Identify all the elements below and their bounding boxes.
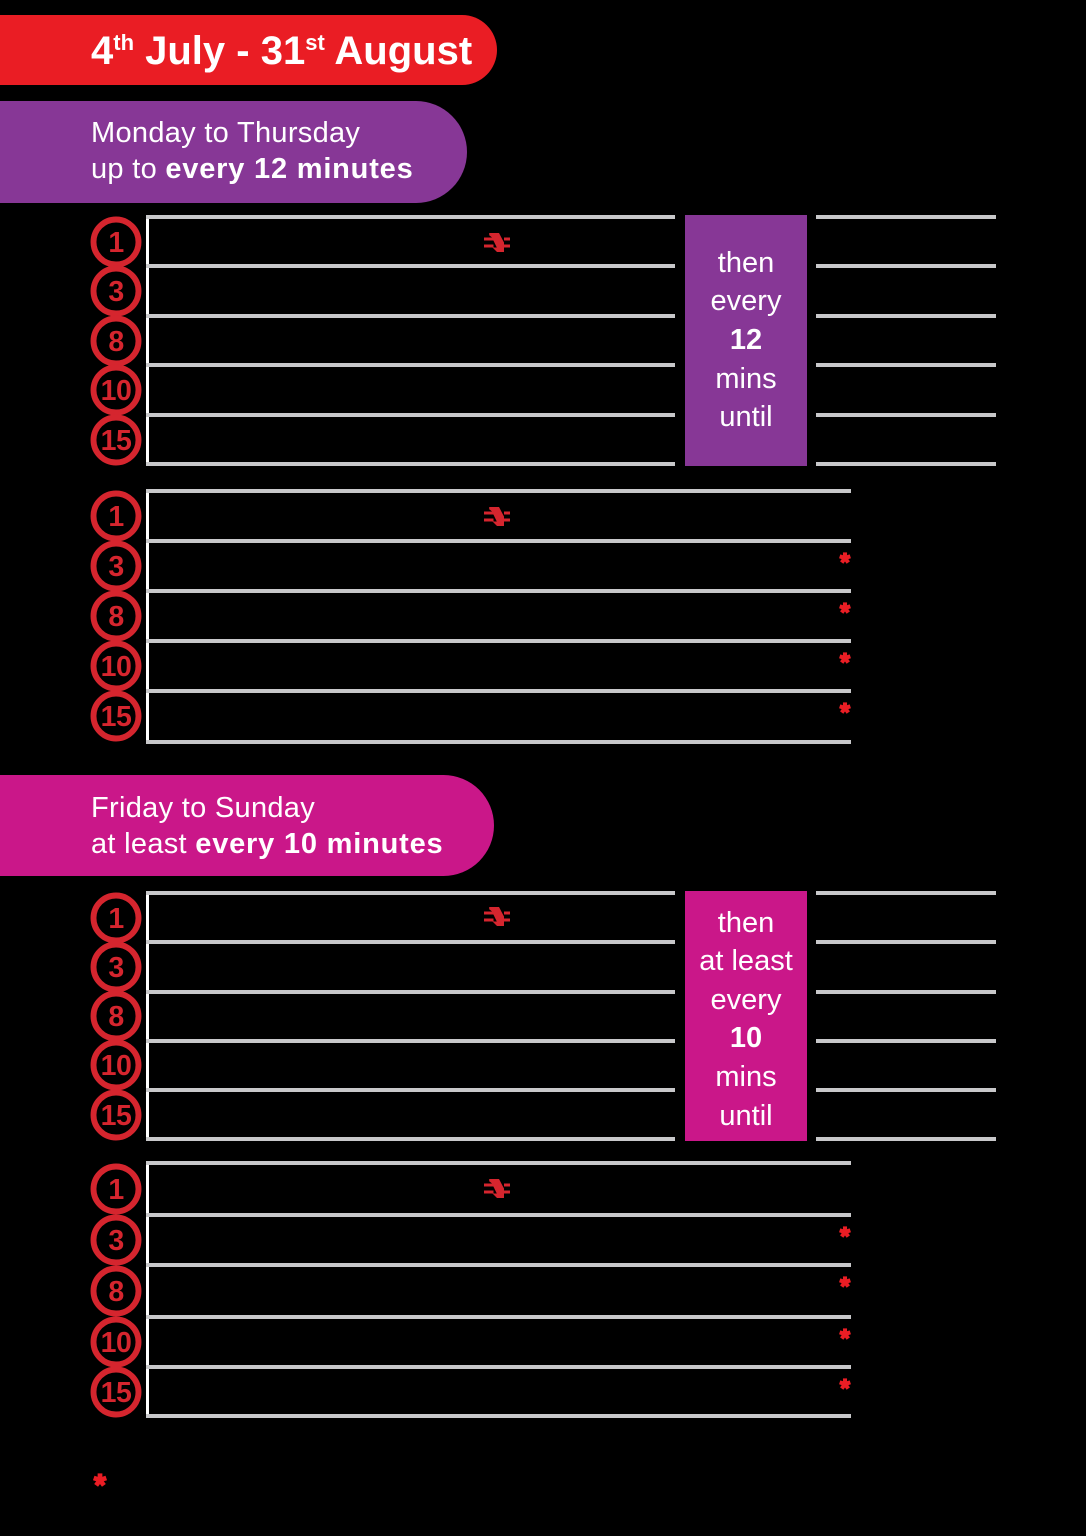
svg-text:15: 15 — [101, 424, 132, 456]
svg-text:8: 8 — [108, 325, 123, 357]
svg-text:15: 15 — [101, 701, 132, 733]
svg-text:15: 15 — [101, 1099, 132, 1131]
svg-text:15: 15 — [101, 1377, 132, 1409]
svg-text:8: 8 — [108, 1276, 123, 1308]
svg-text:8: 8 — [108, 1001, 123, 1033]
svg-text:1: 1 — [108, 1174, 124, 1206]
svg-text:10: 10 — [101, 375, 132, 407]
svg-text:1: 1 — [108, 902, 124, 934]
svg-text:10: 10 — [101, 1050, 132, 1082]
svg-text:3: 3 — [108, 276, 123, 308]
svg-text:8: 8 — [108, 601, 123, 633]
svg-text:10: 10 — [101, 1327, 132, 1359]
svg-text:3: 3 — [108, 1225, 123, 1257]
svg-text:3: 3 — [108, 551, 123, 583]
svg-text:1: 1 — [108, 501, 124, 533]
svg-text:10: 10 — [101, 651, 132, 683]
svg-text:3: 3 — [108, 952, 123, 984]
svg-text:1: 1 — [108, 226, 124, 258]
